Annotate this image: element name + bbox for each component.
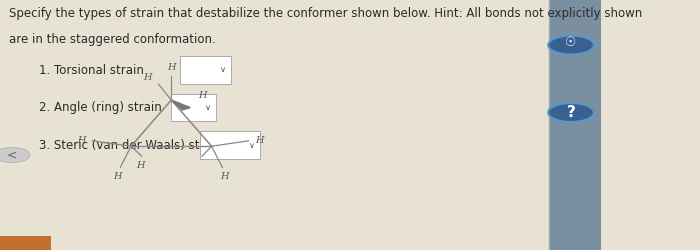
Text: 1. Torsional strain: 1. Torsional strain (39, 64, 144, 76)
Circle shape (548, 103, 594, 122)
FancyBboxPatch shape (200, 131, 260, 159)
Text: H: H (136, 161, 145, 170)
Text: 3. Steric (van der Waals) strain: 3. Steric (van der Waals) strain (39, 138, 223, 151)
Text: H: H (220, 172, 229, 181)
Circle shape (0, 148, 30, 162)
Text: <: < (7, 148, 18, 162)
Text: ∨: ∨ (220, 66, 226, 74)
Text: Specify the types of strain that destabilize the conformer shown below. Hint: Al: Specify the types of strain that destabi… (9, 8, 643, 20)
Text: are in the staggered conformation.: are in the staggered conformation. (9, 32, 216, 46)
Text: ?: ? (566, 105, 575, 120)
Text: ∨: ∨ (248, 140, 255, 149)
Text: 2. Angle (ring) strain: 2. Angle (ring) strain (39, 101, 162, 114)
Text: ∨: ∨ (205, 103, 211, 112)
FancyBboxPatch shape (172, 94, 216, 121)
Text: H: H (167, 63, 176, 72)
FancyBboxPatch shape (0, 236, 51, 250)
FancyBboxPatch shape (181, 56, 232, 84)
Text: H: H (144, 73, 152, 82)
Circle shape (548, 36, 594, 54)
FancyBboxPatch shape (549, 0, 601, 250)
Text: H: H (255, 136, 263, 145)
Text: H: H (78, 136, 86, 145)
Polygon shape (172, 100, 190, 110)
Text: H: H (113, 172, 122, 181)
Text: ☉: ☉ (566, 36, 577, 49)
Text: H: H (198, 90, 207, 100)
